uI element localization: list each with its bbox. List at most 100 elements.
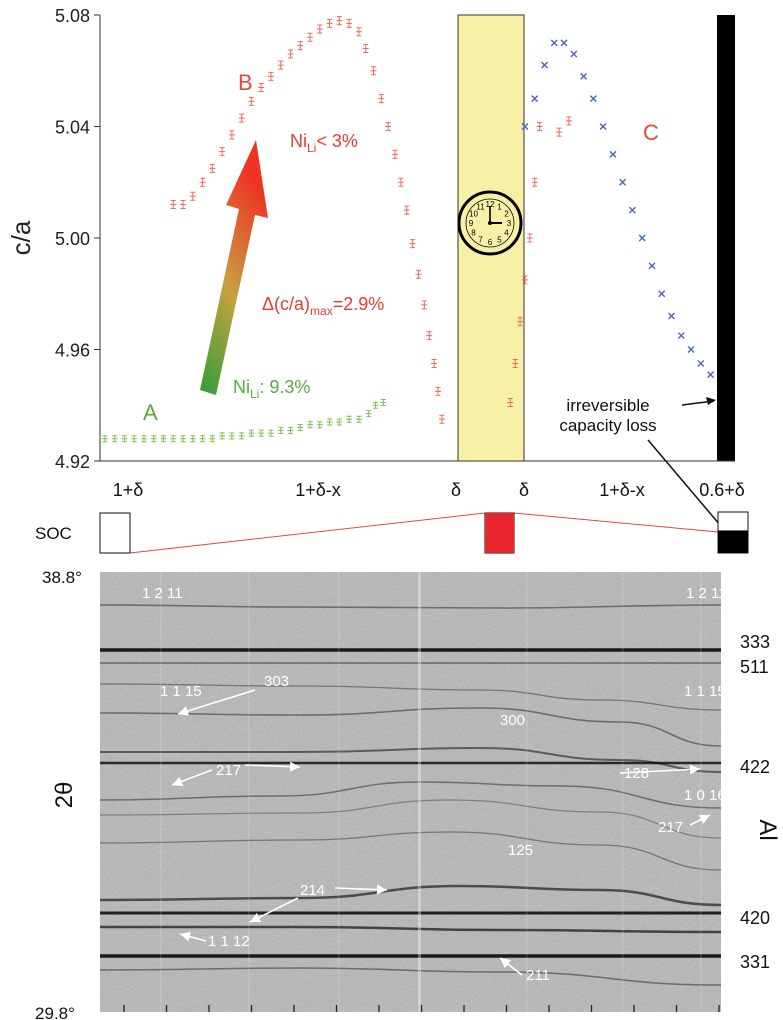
peak-label-p125: 125	[508, 842, 533, 859]
data-point	[677, 332, 685, 340]
data-point	[277, 426, 284, 434]
data-point	[160, 435, 167, 443]
peak-arrow	[499, 957, 523, 976]
data-point	[619, 178, 627, 186]
peak-label-p211: 211	[526, 967, 550, 984]
peak-arrow	[334, 884, 388, 895]
data-point	[101, 435, 108, 443]
xrd-y-top: 38.8°	[42, 568, 82, 587]
peak-label-p217: 217	[216, 762, 241, 779]
peak-arrow	[179, 931, 207, 942]
data-point	[426, 331, 433, 341]
data-point	[638, 234, 646, 242]
data-point	[287, 426, 294, 434]
data-point	[397, 177, 404, 187]
data-point	[531, 95, 539, 103]
data-point	[507, 397, 514, 407]
data-point	[403, 205, 410, 215]
irreversible-label-1: irreversible	[566, 396, 649, 415]
al-peak-label: 333	[740, 632, 770, 652]
data-point	[355, 27, 362, 37]
svg-text:2: 2	[504, 210, 509, 219]
soc-box	[717, 511, 749, 554]
data-point	[170, 200, 177, 210]
data-point	[435, 386, 442, 396]
data-point	[521, 275, 528, 285]
peak-arrow	[244, 761, 301, 772]
data-point	[267, 429, 274, 437]
data-point	[219, 147, 226, 157]
data-point	[556, 127, 563, 137]
data-point	[258, 429, 265, 437]
stage-label: δ	[451, 480, 461, 500]
data-point	[346, 18, 353, 28]
nili-trend-arrow	[200, 140, 268, 395]
data-point	[180, 200, 187, 210]
svg-text:4: 4	[504, 229, 509, 238]
data-points	[101, 16, 715, 443]
svg-text:5: 5	[497, 236, 502, 245]
svg-text:9: 9	[469, 219, 474, 228]
y-tick-label: 4.92	[55, 452, 90, 472]
data-point	[370, 66, 377, 76]
xrd-map: 38.8° 29.8° 2θ Al 333 511 422 420 331 1 2 11…	[35, 568, 781, 1020]
data-point	[316, 24, 323, 34]
data-point	[599, 123, 607, 130]
data-point	[415, 269, 422, 279]
data-point	[297, 41, 304, 51]
data-point	[550, 39, 558, 47]
data-point	[228, 130, 235, 140]
irreversible-arrow-down	[647, 439, 727, 533]
data-point	[307, 32, 314, 42]
data-point	[517, 317, 524, 327]
data-point	[287, 49, 294, 59]
data-point	[521, 123, 529, 130]
xrd-y-label: 2θ	[51, 782, 78, 809]
data-point	[536, 122, 543, 131]
y-tick-label: 4.96	[55, 341, 90, 361]
data-point	[180, 435, 187, 443]
peak-label-p1115_left: 1 1 15	[160, 683, 202, 700]
data-point	[431, 358, 438, 368]
data-point	[111, 435, 118, 443]
data-point	[697, 359, 705, 367]
data-point	[189, 191, 196, 201]
irreversible-label-2: capacity loss	[559, 416, 656, 435]
y-ticks: 5.08 5.04 5.00 4.96 4.92	[55, 6, 100, 472]
peak-label-p1112: 1 1 12	[208, 933, 250, 950]
svg-text:3: 3	[507, 219, 512, 228]
stage-label: 1+δ-x	[599, 480, 645, 500]
soc-link-right	[513, 512, 719, 533]
peak-label-p217_right: 217	[658, 819, 683, 836]
data-point	[307, 421, 314, 429]
peak-arrow	[171, 769, 213, 787]
delta-ca-label: Δ(c/a)max=2.9%	[262, 294, 384, 318]
y-axis-label: c/a	[6, 220, 36, 255]
data-point	[365, 410, 372, 418]
label-c: C	[643, 120, 659, 145]
data-point	[628, 206, 636, 214]
svg-text:8: 8	[471, 229, 476, 238]
data-point	[687, 346, 695, 353]
data-point	[238, 432, 245, 440]
data-point	[297, 424, 304, 432]
data-point	[209, 163, 216, 173]
peak-label-p1016: 1 0 16	[684, 787, 726, 804]
data-point	[267, 71, 274, 81]
al-peak-label: 511	[740, 657, 769, 677]
data-point	[248, 429, 255, 437]
data-point	[438, 414, 445, 424]
data-point	[238, 113, 245, 123]
end-bar	[717, 15, 735, 461]
irreversible-arrowhead-top	[706, 397, 716, 405]
al-peak-label: 331	[740, 952, 770, 972]
data-point	[589, 95, 597, 103]
soc-row: SOC	[35, 511, 749, 554]
data-point	[580, 72, 588, 80]
data-point	[668, 312, 675, 320]
stage-label: 1+δ-x	[295, 480, 341, 500]
data-point	[336, 16, 343, 26]
data-point	[378, 94, 385, 104]
nili-high-label: NiLi< 3%	[290, 131, 358, 155]
